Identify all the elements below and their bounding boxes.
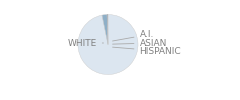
Text: HISPANIC: HISPANIC bbox=[113, 47, 181, 56]
Text: A.I.: A.I. bbox=[113, 30, 154, 41]
Text: WHITE: WHITE bbox=[67, 38, 103, 48]
Wedge shape bbox=[102, 14, 108, 44]
Wedge shape bbox=[78, 14, 138, 74]
Wedge shape bbox=[107, 14, 108, 44]
Text: ASIAN: ASIAN bbox=[113, 38, 167, 48]
